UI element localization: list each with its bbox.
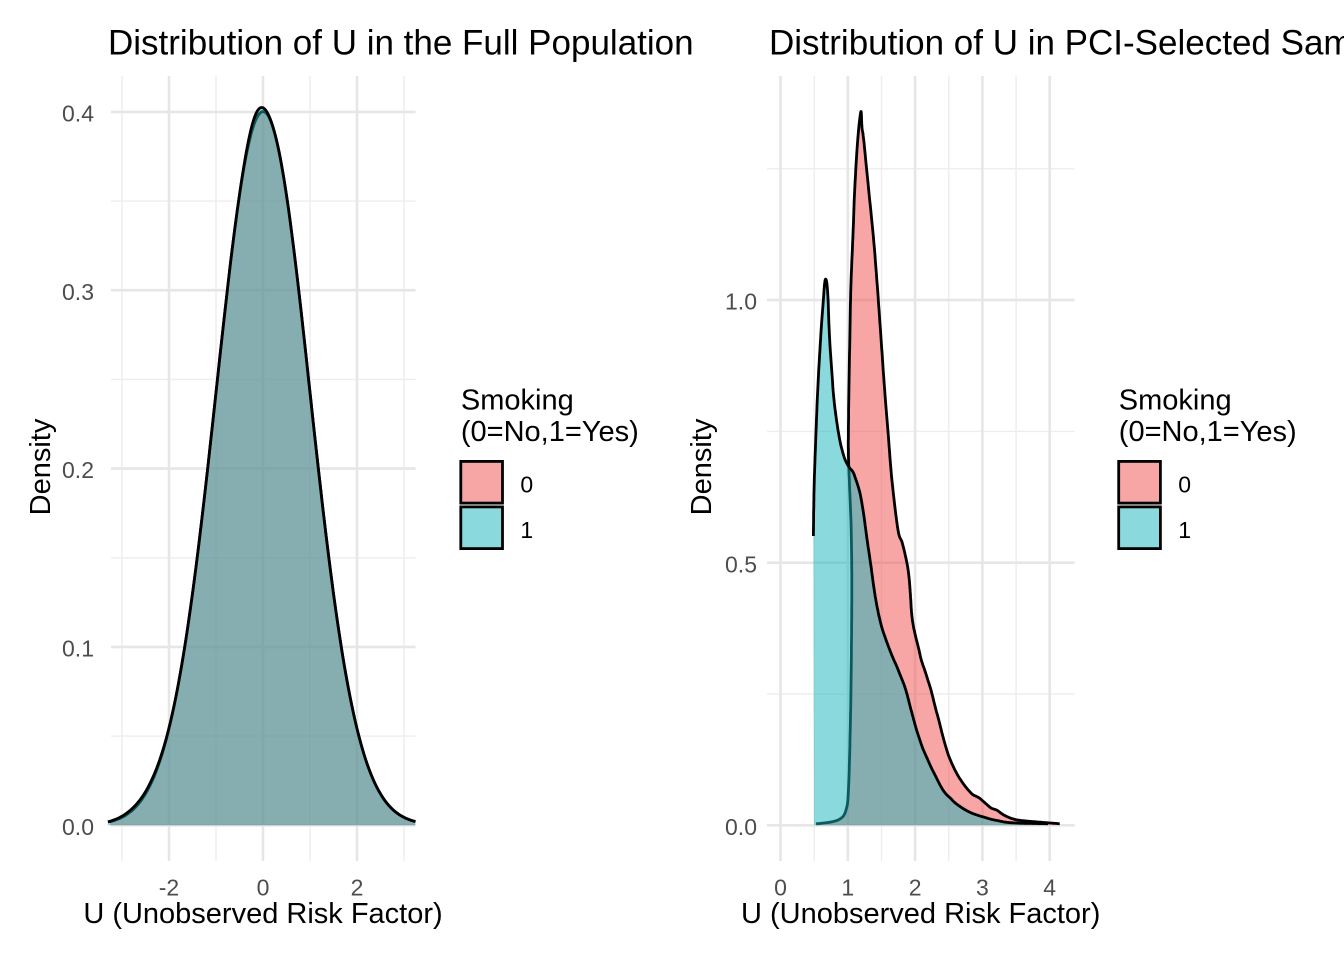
- svg-text:0.5: 0.5: [725, 551, 757, 577]
- svg-text:1: 1: [841, 875, 854, 901]
- svg-text:0.1: 0.1: [62, 636, 94, 662]
- svg-text:Distribution of U in the Full: Distribution of U in the Full Population: [108, 24, 694, 63]
- svg-text:(0=No,1=Yes): (0=No,1=Yes): [461, 416, 639, 448]
- svg-text:1: 1: [1178, 517, 1191, 543]
- svg-text:Smoking: Smoking: [461, 385, 574, 417]
- svg-text:0.0: 0.0: [725, 814, 757, 840]
- svg-text:0.4: 0.4: [62, 101, 94, 127]
- svg-text:3: 3: [976, 875, 989, 901]
- svg-text:0: 0: [257, 875, 270, 901]
- svg-text:2: 2: [351, 875, 364, 901]
- svg-text:U (Unobserved Risk Factor): U (Unobserved Risk Factor): [741, 898, 1100, 930]
- svg-text:Density: Density: [686, 418, 718, 515]
- svg-text:U (Unobserved Risk Factor): U (Unobserved Risk Factor): [83, 898, 442, 930]
- svg-text:Density: Density: [25, 418, 57, 515]
- svg-text:0.0: 0.0: [62, 814, 94, 840]
- svg-text:0: 0: [774, 875, 787, 901]
- svg-text:0.3: 0.3: [62, 279, 94, 305]
- svg-text:1: 1: [520, 517, 533, 543]
- svg-text:0.2: 0.2: [62, 457, 94, 483]
- svg-text:2: 2: [909, 875, 922, 901]
- svg-text:0: 0: [520, 472, 533, 498]
- svg-text:-2: -2: [159, 875, 179, 901]
- svg-text:1.0: 1.0: [725, 289, 757, 315]
- svg-text:4: 4: [1043, 875, 1056, 901]
- svg-text:Distribution of U in PCI-Selec: Distribution of U in PCI-Selected Sample: [769, 24, 1344, 63]
- svg-text:(0=No,1=Yes): (0=No,1=Yes): [1119, 416, 1297, 448]
- svg-text:Smoking: Smoking: [1119, 385, 1232, 417]
- svg-text:0: 0: [1178, 472, 1191, 498]
